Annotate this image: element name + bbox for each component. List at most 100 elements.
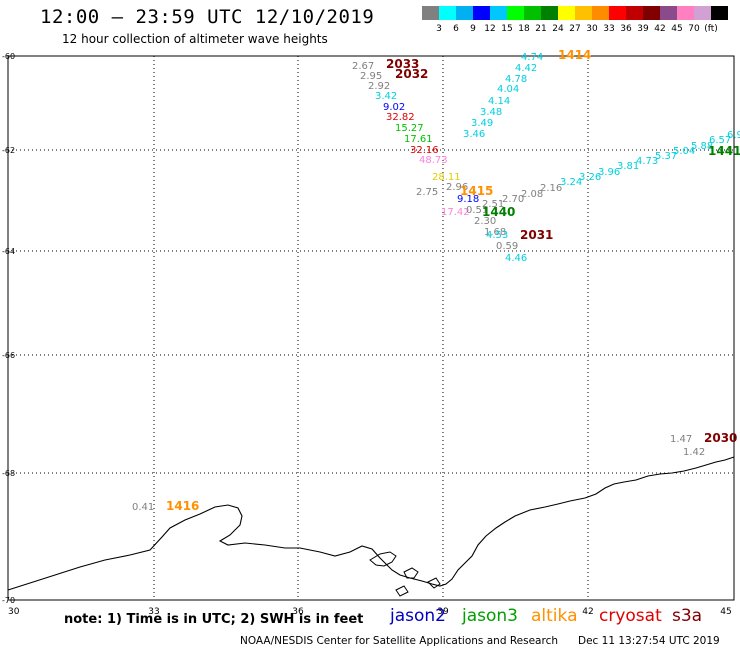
lat-tick-label: -66 <box>2 351 15 360</box>
wave-height-value: 9.18 <box>457 194 479 205</box>
wave-height-value: 1.42 <box>683 447 705 458</box>
wave-height-value: 3.49 <box>471 118 493 129</box>
pass-time-label: 1440 <box>482 205 515 219</box>
wave-height-value: 3.96 <box>598 167 620 178</box>
scale-swatch <box>541 6 558 20</box>
wave-height-value: 3.48 <box>480 107 502 118</box>
wave-height-value: 2.08 <box>521 189 543 200</box>
scale-swatch <box>694 6 711 20</box>
wave-height-value: 1.47 <box>670 434 692 445</box>
coastline <box>7 456 735 597</box>
scale-label: 36 <box>620 24 632 34</box>
lon-tick-label: 30 <box>8 607 20 617</box>
scale-swatch <box>558 6 575 20</box>
wave-height-value: 4.42 <box>515 63 537 74</box>
lon-tick-label: 33 <box>148 607 159 617</box>
satellite-name: s3a <box>672 606 703 626</box>
scale-swatch <box>490 6 507 20</box>
scale-label: 9 <box>470 24 476 34</box>
wave-height-value: 4.14 <box>488 96 510 107</box>
scale-swatch <box>422 6 439 20</box>
wave-height-value: 4.73 <box>636 156 658 167</box>
satellite-name: cryosat <box>599 606 662 626</box>
pass-time-label: 1415 <box>460 184 493 198</box>
generated-timestamp: Dec 11 13:27:54 UTC 2019 <box>578 635 720 647</box>
lat-tick-label: -64 <box>2 247 15 256</box>
wave-height-value: 3.81 <box>617 161 639 172</box>
pass-time-label: 1414 <box>558 48 591 62</box>
island-outline <box>403 567 419 579</box>
scale-label: 27 <box>569 24 581 34</box>
wave-height-value: 4.04 <box>497 84 519 95</box>
scale-swatch <box>456 6 473 20</box>
scale-label: 42 <box>654 24 666 34</box>
scale-label: 6 <box>453 24 459 34</box>
wave-height-value: 4.78 <box>505 74 527 85</box>
scale-swatch <box>473 6 490 20</box>
scale-swatch <box>592 6 609 20</box>
island-outline <box>369 551 397 567</box>
scale-label: 45 <box>671 24 683 34</box>
pass-time-label: 2032 <box>395 67 428 81</box>
wave-height-value: 0.59 <box>496 241 518 252</box>
island-outline <box>427 577 441 589</box>
scale-swatch <box>677 6 694 20</box>
wave-height-value: 5.04 <box>673 146 695 157</box>
wave-height-value: 28.11 <box>432 172 461 183</box>
pass-time-label: 2033 <box>386 57 419 71</box>
island-outline <box>395 585 409 597</box>
wave-height-value: 4.53 <box>486 230 508 241</box>
wave-height-value: 3.26 <box>579 172 601 183</box>
wave-height-value: 3.46 <box>463 129 485 140</box>
wave-height-value: 6.9 <box>727 130 740 141</box>
lon-tick-label: 42 <box>582 607 593 617</box>
wave-height-value: 2.75 <box>416 187 438 198</box>
wave-height-value: 2.70 <box>502 194 524 205</box>
pass-time-label: 2031 <box>520 228 553 242</box>
pass-time-label: 1416 <box>166 499 199 513</box>
scale-swatch <box>660 6 677 20</box>
scale-label: 3 <box>436 24 442 34</box>
map-subtitle: 12 hour collection of altimeter wave hei… <box>62 32 328 46</box>
wave-height-value: 2.30 <box>474 216 496 227</box>
wave-height-value: 15.27 <box>395 123 424 134</box>
lat-tick-label: -70 <box>2 596 15 605</box>
footer-note: note: 1) Time is in UTC; 2) SWH is in fe… <box>64 612 364 627</box>
satellite-name: jason2 <box>390 606 446 626</box>
scale-label: 12 <box>484 24 496 34</box>
lon-tick-label: 39 <box>437 607 449 617</box>
credit-line: NOAA/NESDIS Center for Satellite Applica… <box>240 635 558 647</box>
lon-tick-label: 36 <box>292 607 304 617</box>
satellite-name: altika <box>531 606 578 626</box>
wave-height-value: 4.46 <box>505 253 527 264</box>
scale-swatch <box>609 6 626 20</box>
scale-swatch <box>643 6 660 20</box>
wave-height-value: 1.68 <box>484 227 506 238</box>
lon-tick-label: 45 <box>720 607 731 617</box>
scale-swatch <box>626 6 643 20</box>
wave-height-value: 5.37 <box>655 151 677 162</box>
wave-height-value: 17.61 <box>404 134 433 145</box>
scale-label: 33 <box>603 24 615 34</box>
scale-swatch <box>575 6 592 20</box>
scale-swatch <box>711 6 728 20</box>
wave-height-value: 48.73 <box>419 155 448 166</box>
wave-height-value: 2.95 <box>360 71 382 82</box>
scale-label: 24 <box>552 24 564 34</box>
wave-height-value: 0.51 <box>466 205 488 216</box>
wave-height-value: 2.96 <box>446 182 468 193</box>
satellite-name: jason3 <box>462 606 518 626</box>
map-title: 12:00 – 23:59 UTC 12/10/2019 <box>40 6 375 28</box>
scale-swatch <box>524 6 541 20</box>
wave-height-value: 3.42 <box>375 91 397 102</box>
scale-label: 15 <box>501 24 513 34</box>
wave-height-value: 2.51 <box>482 199 504 210</box>
scale-swatch <box>439 6 456 20</box>
scale-swatch <box>507 6 524 20</box>
wave-height-value: 32.82 <box>386 112 415 123</box>
lat-tick-label: -68 <box>2 469 15 478</box>
scale-label: 18 <box>518 24 530 34</box>
antarctic-coast <box>7 456 735 591</box>
pass-time-label: 1441 <box>708 144 740 158</box>
